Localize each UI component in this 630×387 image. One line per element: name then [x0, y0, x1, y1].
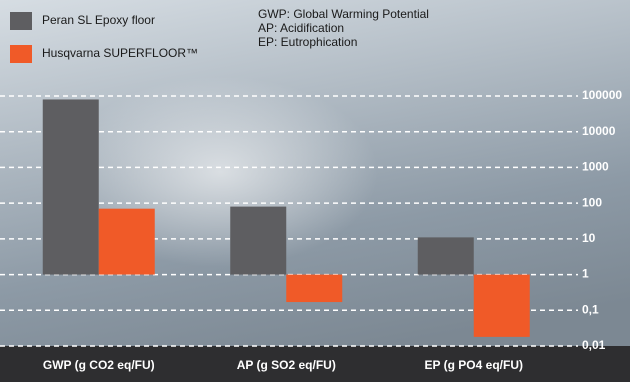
annotation: EP: Eutrophication [258, 35, 357, 49]
bar [98, 208, 155, 275]
y-tick-label: 100 [582, 195, 602, 209]
legend-swatch [10, 12, 32, 30]
legend-swatch [10, 45, 32, 63]
y-tick-label: 1 [582, 267, 589, 281]
y-tick-label: 10 [582, 231, 596, 245]
bar [230, 206, 287, 275]
category-band [0, 346, 630, 382]
bar [286, 274, 343, 303]
y-tick-label: 1000 [582, 160, 609, 174]
y-tick-label: 0,01 [582, 338, 606, 352]
x-tick-label: EP (g PO4 eq/FU) [425, 358, 523, 372]
legend-label: Husqvarna SUPERFLOOR™ [42, 46, 198, 60]
annotation: GWP: Global Warming Potential [258, 7, 429, 21]
y-tick-label: 0,1 [582, 302, 599, 316]
y-tick-label: 10000 [582, 124, 616, 138]
bar [42, 99, 99, 275]
annotation: AP: Acidification [258, 21, 344, 35]
bar [473, 274, 530, 337]
x-tick-label: AP (g SO2 eq/FU) [237, 358, 336, 372]
legend-label: Peran SL Epoxy floor [42, 13, 155, 27]
x-tick-label: GWP (g CO2 eq/FU) [43, 358, 155, 372]
y-tick-label: 100000 [582, 88, 622, 102]
bar [417, 237, 474, 275]
